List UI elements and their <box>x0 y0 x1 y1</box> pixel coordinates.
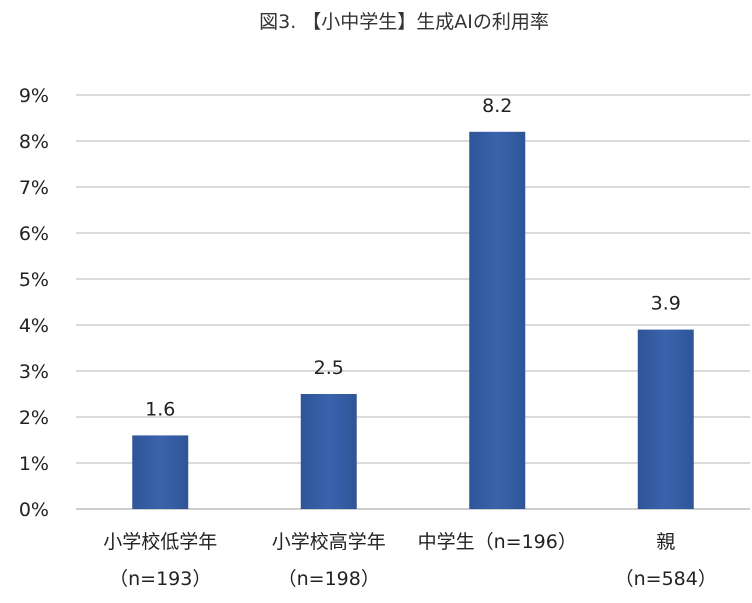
y-axis-ticks: 0% 1% 2% 3% 4% 5% 6% 7% 8% 9% <box>19 85 49 521</box>
bar-3 <box>469 131 526 510</box>
bar-2 <box>300 394 357 509</box>
gridlines <box>76 94 750 510</box>
y-tick-label: 5% <box>19 269 49 291</box>
x-tick-label: 小学校低学年 <box>103 531 217 553</box>
y-tick-label: 8% <box>19 131 49 153</box>
chart-title: 図3. 【小中学生】生成AIの利用率 <box>259 11 549 33</box>
y-tick-label: 7% <box>19 177 49 199</box>
y-tick-label: 2% <box>19 407 49 429</box>
data-label-4: 3.9 <box>651 293 681 315</box>
bar-4 <box>637 329 694 509</box>
y-tick-label: 4% <box>19 315 49 337</box>
x-tick-label: 中学生（n=196） <box>418 531 577 553</box>
data-label-1: 1.6 <box>145 398 175 420</box>
x-axis-ticks: 小学校低学年 （n=193） 小学校高学年 （n=198） 中学生（n=196） 親 （n=… <box>103 531 717 590</box>
data-labels: 1.6 2.5 8.2 3.9 <box>145 95 681 421</box>
y-tick-label: 3% <box>19 361 49 383</box>
bars <box>132 131 694 510</box>
y-tick-label: 1% <box>19 453 49 475</box>
x-tick-label: 小学校高学年 <box>272 531 386 553</box>
x-tick-sublabel: （n=584） <box>615 568 717 590</box>
x-tick-sublabel: （n=198） <box>278 568 380 590</box>
x-tick-label: 親 <box>656 531 675 553</box>
data-label-3: 8.2 <box>482 95 512 117</box>
data-label-2: 2.5 <box>314 357 344 379</box>
y-tick-label: 0% <box>19 499 49 521</box>
x-tick-sublabel: （n=193） <box>109 568 211 590</box>
y-tick-label: 6% <box>19 223 49 245</box>
y-tick-label: 9% <box>19 85 49 107</box>
bar-1 <box>132 435 189 509</box>
